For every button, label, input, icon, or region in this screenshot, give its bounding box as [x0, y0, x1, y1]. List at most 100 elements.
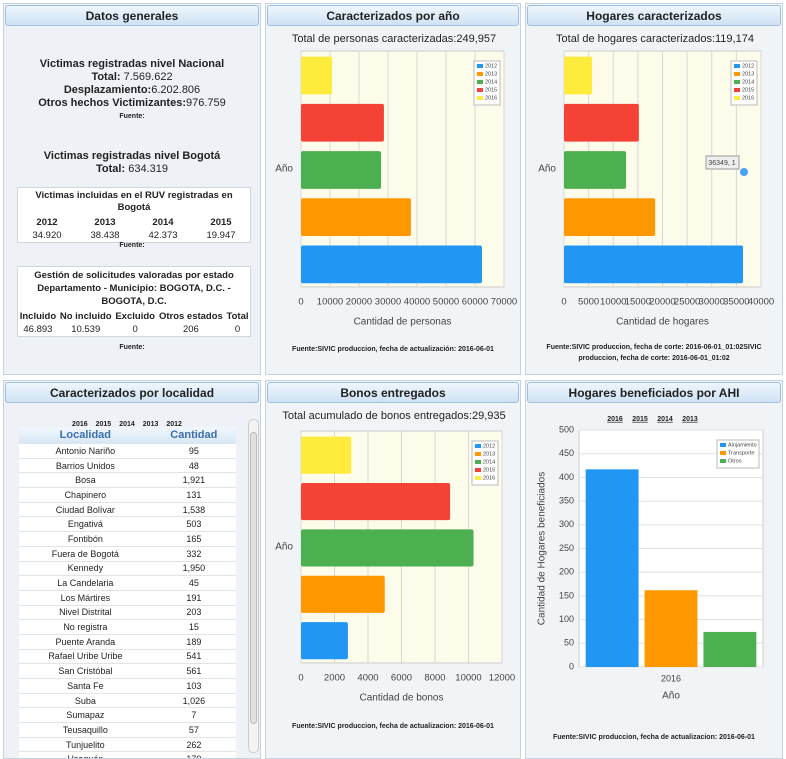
panel-header: Caracterizados por localidad — [5, 382, 259, 403]
chart: Total de personas caracterizadas:249,957… — [275, 33, 517, 328]
tab[interactable]: 2014 — [119, 421, 135, 428]
legend-label: 2012 — [742, 63, 754, 69]
cantidad: 262 — [151, 737, 236, 753]
y-tick-label: Año — [538, 164, 556, 175]
cell: 10.539 — [71, 324, 101, 335]
column-header: Cantidad — [151, 427, 236, 444]
bar — [301, 198, 411, 237]
tooltip: 36349, 1 — [708, 160, 735, 167]
x-tick-label: 30000 — [699, 297, 725, 308]
subtitle: Total de hogares caracterizados:119,174 — [556, 33, 754, 45]
subtitle: Total de personas caracterizadas:249,957 — [292, 33, 496, 45]
localidad: La Candelaria — [19, 575, 152, 591]
stat: Total: 7.569.622 — [4, 71, 260, 83]
tab[interactable]: 2012 — [166, 421, 182, 428]
localidad: No registra — [19, 619, 152, 635]
row: Teusaquillo 57 — [19, 722, 236, 738]
bar — [301, 575, 385, 613]
bar — [301, 103, 384, 142]
scroll-thumb[interactable] — [250, 432, 257, 724]
localidad: Fuera de Bogotá — [19, 546, 152, 562]
localidad: San Cristóbal — [19, 663, 152, 679]
tab[interactable]: 2016 — [72, 421, 88, 428]
x-tick-label: 70000 — [491, 297, 517, 308]
x-tick-label: 12000 — [489, 673, 515, 684]
legend-swatch — [475, 452, 481, 456]
x-tick-label: 60000 — [462, 297, 488, 308]
localidad: Rafael Uribe Uribe — [19, 649, 152, 665]
tooltip-point — [740, 168, 748, 176]
x-tick-label: 0 — [298, 673, 303, 684]
tab[interactable]: 2013 — [682, 416, 698, 423]
table: 2012 2013 2014 2015 34.920 38.438 42.373 19.947 — [18, 216, 250, 242]
row: Sumapaz 7 — [19, 707, 236, 724]
y-tick-label: 200 — [559, 567, 574, 577]
stat: Otros hechos Victimizantes:976.759 — [4, 97, 260, 109]
row: Tunjuelito 262 — [19, 737, 236, 753]
bar — [301, 482, 451, 521]
localidad: Nivel Distrital — [19, 605, 152, 621]
bar — [585, 469, 639, 667]
legend-swatch — [720, 451, 726, 455]
bar — [301, 529, 474, 567]
table: Localidad Cantidad Antonio Nariño 95 Barrio… — [19, 427, 236, 758]
cantidad: 561 — [151, 663, 236, 679]
y-tick-label: 450 — [559, 448, 574, 458]
label: Desplazamiento: — [63, 84, 152, 96]
cantidad: 165 — [151, 531, 236, 547]
cell: 206 — [182, 324, 199, 335]
column-header: Localidad — [19, 427, 152, 444]
source: Fuente:SIVIC produccion, fecha de actual… — [292, 346, 494, 353]
legend-label: 2015 — [483, 467, 495, 473]
legend-label: Otros — [728, 458, 742, 464]
bar — [301, 436, 352, 474]
cantidad: 541 — [151, 649, 236, 665]
column-header: 2013 — [94, 217, 116, 228]
tabs: 2016 2015 2014 2013 2012 — [4, 413, 250, 431]
legend-swatch — [477, 72, 483, 76]
legend-label: 2014 — [742, 79, 754, 85]
stat: Total: 634.319 — [4, 163, 260, 175]
column-header: Incluido — [19, 311, 57, 322]
x-tick-label: 10000 — [317, 297, 343, 308]
legend-label: 2012 — [485, 63, 497, 69]
y-tick-label: Año — [275, 542, 293, 553]
scrollbar[interactable] — [248, 419, 259, 753]
legend-label: 2016 — [483, 475, 495, 481]
x-tick-label: 20000 — [346, 297, 372, 308]
row: Barrios Unidos 48 — [19, 458, 236, 474]
tab[interactable]: 2015 — [95, 421, 112, 428]
chart: 2016 2015 2014 2013 0 50 100 150 200 250 300 350 400… — [537, 416, 764, 702]
cantidad: 203 — [151, 605, 236, 621]
cell: 38.438 — [90, 230, 120, 241]
legend-swatch — [477, 96, 483, 100]
y-tick-label: 250 — [559, 543, 574, 553]
y-tick-label: 50 — [564, 638, 574, 648]
bar — [564, 245, 744, 284]
column-header: Total — [226, 311, 249, 322]
row: Santa Fe 103 — [19, 678, 236, 694]
x-axis-label: Cantidad de personas — [354, 317, 452, 328]
chart: Total de hogares caracterizados:119,174 0… — [538, 33, 774, 328]
tab[interactable]: 2014 — [657, 416, 673, 423]
legend-swatch — [734, 64, 740, 68]
legend-swatch — [720, 459, 726, 463]
legend-swatch — [475, 468, 481, 472]
bar — [564, 103, 639, 142]
tab[interactable]: 2015 — [632, 416, 648, 423]
legend-label: 2013 — [742, 71, 754, 77]
tab[interactable]: 2016 — [607, 416, 623, 423]
chart-panel: Total de personas caracterizadas:249,957… — [265, 3, 521, 375]
cell: 0 — [234, 324, 241, 335]
x-tick-label: 5000 — [578, 297, 599, 308]
tooltip-box — [705, 155, 740, 170]
x-tick-label: 40000 — [404, 297, 430, 308]
cantidad: 7 — [151, 707, 236, 724]
tab[interactable]: 2013 — [142, 421, 159, 428]
column-header: No incluido — [59, 311, 112, 322]
row: Suba 1,026 — [19, 693, 236, 709]
ruv-table: Victimas incluidas en el RUV registradas… — [17, 187, 251, 243]
table: Incluido No incluido Excluido Otros estados… — [18, 310, 250, 336]
cantidad: 131 — [151, 487, 236, 503]
